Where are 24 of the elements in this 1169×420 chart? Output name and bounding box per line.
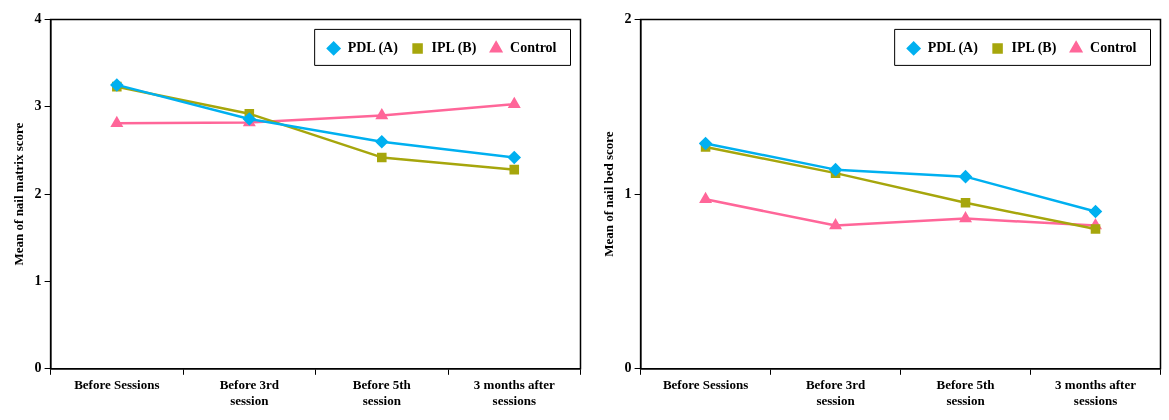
legend-label: PDL (A) xyxy=(927,40,979,57)
legend-label: PDL (A) xyxy=(347,40,399,57)
x-tick-label: Before Sessions xyxy=(74,376,160,392)
y-tick-label: 4 xyxy=(34,11,42,27)
x-tick-label: Before 5th session xyxy=(352,376,412,408)
y-tick-label: 1 xyxy=(34,273,42,289)
y-tick-label: 0 xyxy=(34,360,42,376)
x-tick-label: 3 months after sessions xyxy=(473,376,555,408)
legend-label: IPL (B) xyxy=(431,40,477,57)
y-tick-label: 2 xyxy=(624,11,632,27)
x-tick-label: Before 5th session xyxy=(936,376,996,408)
x-tick-label: Before 3rd session xyxy=(805,376,866,408)
y-tick-label: 3 xyxy=(34,98,42,114)
y-axis-title: Mean of nail matrix score xyxy=(11,122,27,266)
y-axis-title: Mean of nail bed score xyxy=(601,131,617,257)
x-tick-label: 3 months after sessions xyxy=(1055,376,1137,408)
y-tick-label: 2 xyxy=(34,185,42,201)
x-tick-label: Before 3rd session xyxy=(219,376,280,408)
y-tick-label: 1 xyxy=(624,185,632,201)
legend-label: Control xyxy=(510,40,557,56)
legend-label: IPL (B) xyxy=(1011,40,1057,57)
y-tick-label: 0 xyxy=(624,360,632,376)
x-tick-label: Before Sessions xyxy=(662,376,749,392)
legend-label: Control xyxy=(1090,40,1137,56)
